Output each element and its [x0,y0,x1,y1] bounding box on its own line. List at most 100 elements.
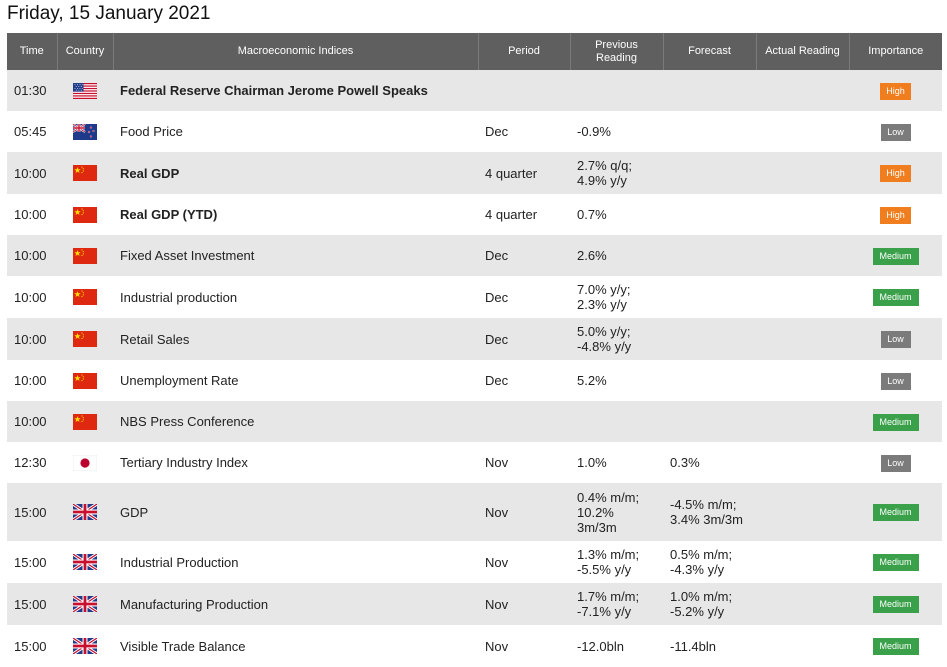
cell-period: Dec [478,360,570,401]
forecast-line: 0.3% [670,455,700,470]
cell-importance: Medium [849,401,942,442]
cell-previous: -12.0bln [570,625,663,667]
header-previous: Previous Reading [570,33,664,70]
forecast-line: 0.5% m/m; [670,547,733,562]
cell-actual [756,583,849,625]
header-importance: Importance [849,33,942,70]
previous-line: 2.7% q/q; [577,158,632,173]
importance-badge: Low [880,454,911,472]
cell-actual [756,541,849,583]
cell-previous: 1.3% m/m; -5.5% y/y [570,541,663,583]
cell-period: Dec [478,276,570,318]
cell-time: 12:30 [7,442,57,483]
cell-importance: Medium [849,483,942,541]
importance-badge: Medium [872,413,919,431]
header-indices: Macroeconomic Indices [113,33,479,70]
cell-country [57,194,113,235]
header-previous-line2: Reading [596,51,637,64]
cell-time: 05:45 [7,111,57,152]
cell-time: 10:00 [7,235,57,276]
importance-badge: Low [880,123,911,141]
cell-forecast: -11.4bln [663,625,756,667]
importance-badge: Low [880,372,911,390]
cell-previous: 0.4% m/m; 10.2% 3m/3m [570,483,663,541]
cell-indicator-name: Industrial Production [113,541,478,583]
cell-forecast [663,360,756,401]
cell-period: Dec [478,111,570,152]
cell-country [57,401,113,442]
table-row: 10:00 Real GDP (YTD) 4 quarter 0.7% High [7,194,942,235]
cell-time: 15:00 [7,541,57,583]
cell-country [57,541,113,583]
cell-forecast: -4.5% m/m; 3.4% 3m/3m [663,483,756,541]
cn-flag-icon [73,372,97,389]
forecast-line: 1.0% m/m; [670,589,733,604]
previous-line: -4.8% y/y [577,339,632,354]
cell-forecast [663,111,756,152]
cell-forecast [663,401,756,442]
forecast-line: -5.2% y/y [670,604,725,619]
cell-forecast [663,70,756,111]
us-flag-icon [73,82,97,99]
previous-line: 1.7% m/m; [577,589,640,604]
uk-flag-icon [73,554,97,571]
table-row: 15:00 GDP Nov 0.4% m/m; 10.2% 3m/3m -4.5% m/m;… [7,483,942,541]
cell-importance: High [849,70,942,111]
importance-badge: Medium [872,247,919,265]
previous-line: 4.9% y/y [577,173,627,188]
cell-country [57,583,113,625]
cell-actual [756,152,849,194]
table-row: 05:45 Food Price Dec -0.9% Low [7,111,942,152]
cell-indicator-name: Industrial production [113,276,478,318]
cell-period: Nov [478,583,570,625]
previous-line: 0.4% m/m; [577,489,640,505]
cell-time: 10:00 [7,194,57,235]
importance-badge: Medium [872,596,919,613]
cell-country [57,318,113,360]
cell-actual [756,401,849,442]
previous-line: 1.3% m/m; [577,547,640,562]
cell-indicator-name: Fixed Asset Investment [113,235,478,276]
previous-line: 0.7% [577,207,607,222]
cell-previous: 2.7% q/q; 4.9% y/y [570,152,663,194]
cell-actual [756,276,849,318]
previous-line: 2.6% [577,248,607,263]
cell-indicator-name: Manufacturing Production [113,583,478,625]
cell-importance: Low [849,360,942,401]
cell-indicator-name: NBS Press Conference [113,401,478,442]
cell-importance: Medium [849,276,942,318]
header-country: Country [57,33,114,70]
table-row: 15:00 Industrial Production Nov 1.3% m/m; -5… [7,541,942,583]
previous-line: 1.0% [577,455,607,470]
previous-line: -12.0bln [577,638,624,654]
cell-indicator-name: Real GDP (YTD) [113,194,478,235]
cell-indicator-name: Food Price [113,111,478,152]
economic-calendar-table: Time Country Macroeconomic Indices Perio… [7,33,942,667]
cell-importance: Medium [849,583,942,625]
cell-actual [756,235,849,276]
table-row: 12:30 Tertiary Industry Index Nov 1.0% 0.3% L… [7,442,942,483]
cell-importance: High [849,194,942,235]
cell-country [57,235,113,276]
cell-indicator-name: GDP [113,483,478,541]
cell-previous [570,70,663,111]
cell-actual [756,194,849,235]
cell-time: 15:00 [7,483,57,541]
cell-time: 10:00 [7,152,57,194]
table-row: 10:00 Fixed Asset Investment Dec 2.6% Medium [7,235,942,276]
page-title: Friday, 15 January 2021 [7,3,211,24]
cell-period: 4 quarter [478,152,570,194]
table-row: 10:00 Unemployment Rate Dec 5.2% Low [7,360,942,401]
cell-importance: Medium [849,235,942,276]
cell-previous: 5.0% y/y; -4.8% y/y [570,318,663,360]
previous-line: 5.0% y/y; [577,324,631,339]
cell-forecast [663,194,756,235]
cell-period: Nov [478,625,570,667]
cell-period: Nov [478,483,570,541]
cn-flag-icon [73,289,97,306]
header-time: Time [7,33,58,70]
cell-time: 15:00 [7,583,57,625]
cell-indicator-name: Visible Trade Balance [113,625,478,667]
cn-flag-icon [73,413,97,430]
table-row: 15:00 Visible Trade Balance Nov -12.0bln -11… [7,625,942,667]
